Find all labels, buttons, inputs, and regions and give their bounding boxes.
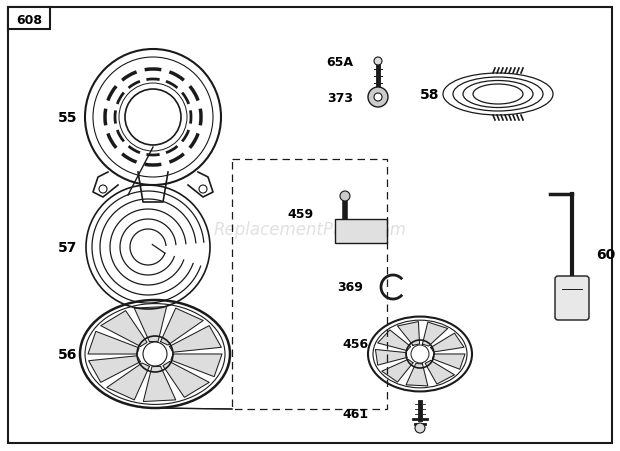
Polygon shape — [161, 308, 203, 345]
Polygon shape — [406, 364, 428, 386]
Circle shape — [199, 186, 207, 193]
Text: ReplacementParts.com: ReplacementParts.com — [213, 221, 407, 239]
Circle shape — [340, 192, 350, 202]
Text: 57: 57 — [58, 240, 78, 254]
Polygon shape — [378, 330, 410, 351]
Polygon shape — [432, 354, 465, 369]
Polygon shape — [107, 363, 149, 400]
Circle shape — [99, 186, 107, 193]
Polygon shape — [171, 354, 222, 377]
Polygon shape — [88, 331, 139, 354]
Text: 369: 369 — [337, 281, 363, 294]
Circle shape — [368, 88, 388, 108]
Circle shape — [415, 423, 425, 433]
Text: 55: 55 — [58, 111, 78, 125]
Text: 608: 608 — [16, 14, 42, 27]
Polygon shape — [101, 311, 147, 347]
Polygon shape — [397, 322, 420, 345]
Polygon shape — [425, 361, 454, 384]
Text: 461: 461 — [342, 408, 368, 421]
Bar — [8, 8, 50, 30]
Polygon shape — [169, 326, 221, 352]
Bar — [335, 220, 387, 244]
Polygon shape — [135, 307, 167, 342]
Text: 459: 459 — [287, 208, 313, 221]
Polygon shape — [89, 356, 141, 382]
Text: 56: 56 — [58, 347, 78, 361]
Circle shape — [374, 58, 382, 66]
Text: 456: 456 — [342, 338, 368, 351]
Text: 60: 60 — [596, 248, 615, 262]
Text: 65A: 65A — [327, 55, 353, 69]
Polygon shape — [143, 367, 175, 402]
Polygon shape — [431, 333, 464, 352]
FancyBboxPatch shape — [555, 276, 589, 320]
Polygon shape — [382, 359, 413, 382]
Polygon shape — [163, 362, 209, 397]
Circle shape — [374, 94, 382, 102]
Text: 373: 373 — [327, 91, 353, 104]
Text: 58: 58 — [420, 88, 440, 102]
Bar — [232, 160, 387, 409]
Polygon shape — [422, 322, 448, 346]
Polygon shape — [376, 350, 407, 365]
